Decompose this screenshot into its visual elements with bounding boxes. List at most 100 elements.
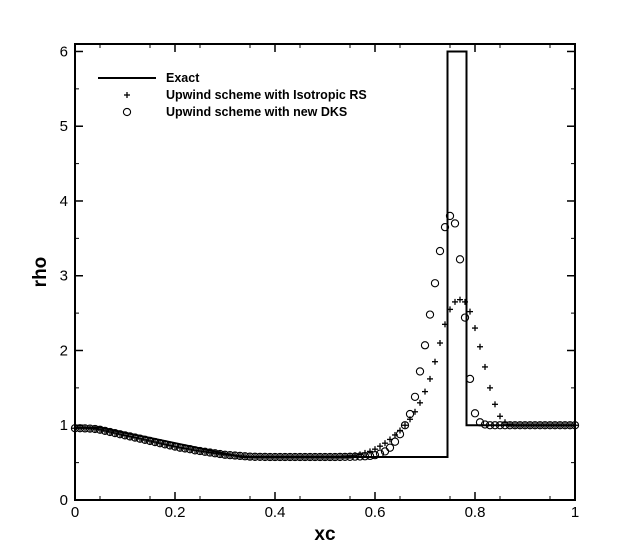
new-dks-point: [430, 279, 440, 288]
new-dks-point: [135, 434, 145, 443]
new-dks-point: [535, 421, 545, 430]
new-dks-point: [360, 452, 370, 461]
y-tick-label: 1: [60, 417, 68, 434]
new-dks-point: [530, 421, 540, 430]
isotropic-rs-point: [472, 325, 478, 332]
plot-layer: [70, 50, 580, 462]
new-dks-point: [225, 450, 235, 460]
new-dks-point: [505, 421, 515, 430]
new-dks-point: [445, 211, 455, 221]
new-dks-point: [460, 313, 470, 322]
new-dks-point: [255, 452, 265, 462]
new-dks-point: [335, 452, 345, 462]
isotropic-rs-point: [402, 422, 408, 429]
new-dks-point: [205, 448, 215, 457]
isotropic-rs-point: [442, 321, 448, 328]
new-dks-point: [270, 452, 280, 462]
y-tick-label: 3: [60, 268, 68, 285]
x-tick-label: 0.4: [265, 504, 286, 521]
new-dks-point: [260, 452, 270, 462]
new-dks-point: [490, 421, 500, 430]
new-dks-point: [245, 452, 255, 461]
new-dks-point: [300, 452, 310, 462]
new-dks-point: [495, 421, 505, 430]
new-dks-point: [475, 418, 485, 427]
new-dks-point: [275, 452, 285, 462]
new-dks-point: [170, 442, 180, 451]
legend-swatch-dks: [122, 107, 132, 117]
new-dks-point: [320, 452, 330, 462]
new-dks-point: [350, 452, 360, 461]
new-dks-point: [230, 451, 240, 460]
new-dks-point: [550, 421, 560, 430]
isotropic-rs-point: [382, 440, 388, 447]
y-axis-title: rho: [30, 257, 51, 288]
new-dks-point: [200, 447, 210, 456]
new-dks-point: [375, 449, 385, 458]
new-dks-point: [130, 433, 140, 442]
new-dks-point: [345, 452, 355, 461]
new-dks-point: [455, 255, 465, 264]
new-dks-point: [265, 452, 275, 462]
new-dks-point: [465, 374, 475, 384]
isotropic-rs-point: [487, 384, 493, 391]
legend-swatch-isotropic: [124, 92, 130, 98]
legend-label: Upwind scheme with Isotropic RS: [166, 88, 367, 102]
new-dks-point: [390, 437, 400, 446]
new-dks-point: [365, 451, 375, 461]
isotropic-rs-point: [432, 358, 438, 365]
new-dks-point: [115, 430, 125, 439]
ticks-layer: 0 0.2 0.4 0.6 0.8 1 0 1 2 3 4 5 6: [60, 43, 580, 521]
new-dks-point: [160, 440, 170, 449]
new-dks-point: [195, 446, 205, 456]
isotropic-rs-point: [497, 413, 503, 420]
x-tick-label: 0.2: [165, 504, 186, 521]
isotropic-rs-point: [417, 399, 423, 406]
plot-frame: [74, 43, 576, 501]
new-dks-point: [315, 452, 325, 462]
new-dks-point: [415, 367, 425, 376]
x-tick-label: 1: [571, 504, 579, 521]
new-dks-point: [235, 451, 245, 461]
new-dks-point: [180, 444, 190, 453]
isotropic-rs-point: [477, 343, 483, 350]
new-dks-point: [370, 450, 380, 460]
y-tick-label: 5: [60, 118, 68, 135]
isotropic-rs-point: [427, 375, 433, 382]
new-dks-point: [435, 246, 445, 256]
new-dks-point: [220, 450, 230, 459]
new-dks-point: [540, 421, 550, 430]
isotropic-rs-point: [422, 388, 428, 395]
new-dks-point: [285, 452, 295, 462]
series-2: [70, 211, 580, 462]
y-tick-label: 2: [60, 342, 68, 359]
new-dks-point: [110, 428, 120, 438]
isotropic-rs-point: [367, 448, 373, 455]
new-dks-point: [440, 222, 450, 232]
isotropic-rs-point: [462, 298, 468, 305]
new-dks-point: [520, 421, 530, 430]
new-dks-point: [95, 425, 105, 434]
new-dks-point: [125, 432, 135, 441]
new-dks-point: [290, 452, 300, 462]
new-dks-point: [410, 392, 420, 401]
isotropic-rs-point: [482, 363, 488, 370]
new-dks-point: [545, 421, 555, 430]
new-dks-point: [480, 420, 490, 429]
new-dks-point: [305, 452, 315, 462]
new-dks-point: [190, 446, 200, 455]
new-dks-point: [555, 421, 565, 430]
new-dks-point: [215, 449, 225, 459]
new-dks-point: [175, 443, 185, 452]
new-dks-point: [295, 452, 305, 462]
isotropic-rs-point: [447, 306, 453, 313]
new-dks-point: [450, 219, 460, 228]
legend-label: Upwind scheme with new DKS: [166, 105, 347, 119]
x-tick-label: 0.6: [365, 504, 386, 521]
legend-label: Exact: [166, 71, 200, 85]
new-dks-point: [105, 427, 115, 437]
series-1: [72, 296, 578, 461]
new-dks-point: [310, 452, 320, 462]
new-dks-point: [405, 409, 415, 419]
